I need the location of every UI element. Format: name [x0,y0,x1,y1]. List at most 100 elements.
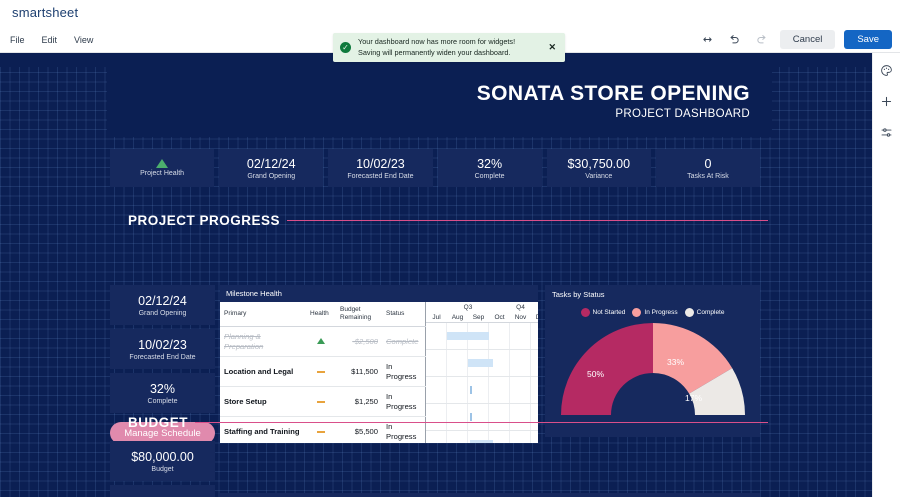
legend-label: Complete [696,309,725,316]
manage-schedule-button[interactable]: Manage Schedule [110,422,215,444]
stat-spent[interactable]: $49,250.00 [110,485,215,497]
metric-tile-tasks-at-risk[interactable]: 0 Tasks At Risk [655,149,761,187]
sliders-icon[interactable] [878,123,896,141]
legend-item-not-started[interactable]: Not Started [580,308,626,317]
milestone-table-pane: Primary Health Budget Remaining Status P… [220,302,426,443]
stat-label: Budget [151,465,174,473]
donut-slice-complete[interactable] [688,368,745,415]
gantt-month-label: Dec [531,313,538,322]
table-header-row: Primary Health Budget Remaining Status [220,302,426,327]
check-circle-icon: ✓ [340,42,351,53]
budget-variance-widget[interactable]: Budget Variance by Milestone $20,000 $10… [220,493,760,497]
table-row[interactable]: Planning & Preparation -$2,500 Complete [220,326,426,357]
table-row[interactable]: Staffing and Training $5,500 In Progress [220,416,426,443]
stat-grand-opening[interactable]: 02/12/24 Grand Opening [110,285,215,325]
green-triangle-up-icon [156,159,169,168]
gantt-month-label: Sep [472,314,485,321]
cell-health [306,356,336,387]
redo-icon[interactable] [753,31,771,49]
menu-file[interactable]: File [10,34,25,45]
gantt-gridlines [426,377,538,403]
gantt-row[interactable] [426,377,538,404]
toast-notification: ✓ Your dashboard now has more room for w… [333,33,565,62]
legend-label: Not Started [592,309,626,316]
cell-budget: $1,250 [336,386,382,417]
cell-status: Complete [382,326,426,357]
cell-primary: Staffing and Training [220,416,306,443]
tasks-by-status-widget[interactable]: Tasks by Status Not Started In Progress … [545,285,760,437]
gantt-gridlines [426,431,538,443]
table-row[interactable]: Store Setup $1,250 In Progress [220,386,426,417]
horizontal-resize-icon[interactable] [699,31,717,49]
legend-swatch [684,308,694,317]
menu-edit[interactable]: Edit [41,34,58,45]
gantt-quarter-label: Q4 [516,304,525,311]
gantt-rows [426,323,538,443]
section-title: PROJECT PROGRESS [128,213,281,228]
metric-label: Tasks At Risk [687,172,729,180]
cell-budget: $11,500 [336,356,382,387]
legend-item-complete[interactable]: Complete [684,308,725,317]
gantt-gridlines [426,404,538,430]
legend-item-in-progress[interactable]: In Progress [632,308,678,317]
gantt-row[interactable] [426,404,538,431]
section-divider [195,421,768,424]
donut-slice-in-progress[interactable] [652,323,732,394]
toast-line-2: Saving will permanently widen your dashb… [358,47,511,57]
stat-complete[interactable]: 32% Complete [110,373,215,413]
stat-budget[interactable]: $80,000.00 Budget [110,441,215,481]
smartsheet-logo[interactable]: smartsheet [12,5,79,20]
editor-actions: Cancel Save [699,26,892,53]
progress-stat-column: 02/12/24 Grand Opening 10/02/23 Forecast… [110,285,215,444]
cancel-button[interactable]: Cancel [779,30,836,49]
widget-body: Primary Health Budget Remaining Status P… [220,302,538,443]
stat-label: Grand Opening [138,309,187,317]
section-divider [287,219,768,222]
palette-icon[interactable] [878,61,896,79]
metric-label: Variance [585,172,613,180]
budget-stat-column: $80,000.00 Budget $49,250.00 [110,441,215,497]
right-toolbar-rail [872,53,900,497]
toast-message: Your dashboard now has more room for wid… [358,37,546,58]
plus-icon[interactable] [878,92,896,110]
metric-tile-project-health[interactable]: Project Health [110,149,215,187]
save-button[interactable]: Save [844,30,892,49]
milestone-table: Primary Health Budget Remaining Status P… [220,302,426,443]
section-header-project-progress: PROJECT PROGRESS [128,213,768,228]
gantt-quarter-label: Q3 [463,304,473,311]
menu-view[interactable]: View [74,34,94,45]
gantt-month-label: Oct [494,314,505,321]
gantt-row[interactable] [426,431,538,443]
metric-label: Project Health [140,170,185,177]
gantt-month-label: Nov [514,314,527,321]
stat-forecasted-end-date[interactable]: 10/02/23 Forecasted End Date [110,329,215,369]
metric-tile-grand-opening[interactable]: 02/12/24 Grand Opening [219,149,324,187]
donut-slice-not-started[interactable] [560,323,653,415]
metric-tile-variance[interactable]: $30,750.00 Variance [546,149,651,187]
col-health: Health [306,302,336,327]
metric-tile-complete[interactable]: 32% Complete [437,149,542,187]
section-header-budget: BUDGET [128,415,768,430]
gantt-month-row: Jul Aug Sep Oct Nov Dec Ja [426,313,538,322]
cell-primary: Location and Legal [220,356,306,387]
cell-primary: Store Setup [220,386,306,417]
gantt-bar [468,359,493,367]
health-yellow-icon [317,400,325,403]
cell-status: In Progress [382,416,426,443]
page-title: SONATA STORE OPENING [476,82,750,105]
close-icon[interactable]: ✕ [548,42,556,52]
milestone-health-widget[interactable]: Milestone Health Primary Health Budget R… [220,285,538,443]
stat-value: 02/12/24 [138,293,187,308]
metric-tile-forecasted-end-date[interactable]: 10/02/23 Forecasted End Date [328,149,433,187]
legend-swatch [580,308,590,317]
table-row[interactable]: Location and Legal $11,500 In Progress [220,356,426,387]
gantt-row[interactable] [426,323,538,350]
gantt-pane[interactable]: Q3 Q4 Jul Aug Sep Oct Nov Dec Ja [426,302,538,443]
gantt-quarter-row: Q3 Q4 [426,302,538,313]
gantt-row[interactable] [426,350,538,377]
undo-icon[interactable] [726,31,744,49]
metric-tiles-row: Project Health 02/12/24 Grand Opening 10… [110,149,761,187]
health-green-icon [317,337,325,344]
metric-value: 32% [477,156,503,171]
section-title: BUDGET [128,415,188,430]
